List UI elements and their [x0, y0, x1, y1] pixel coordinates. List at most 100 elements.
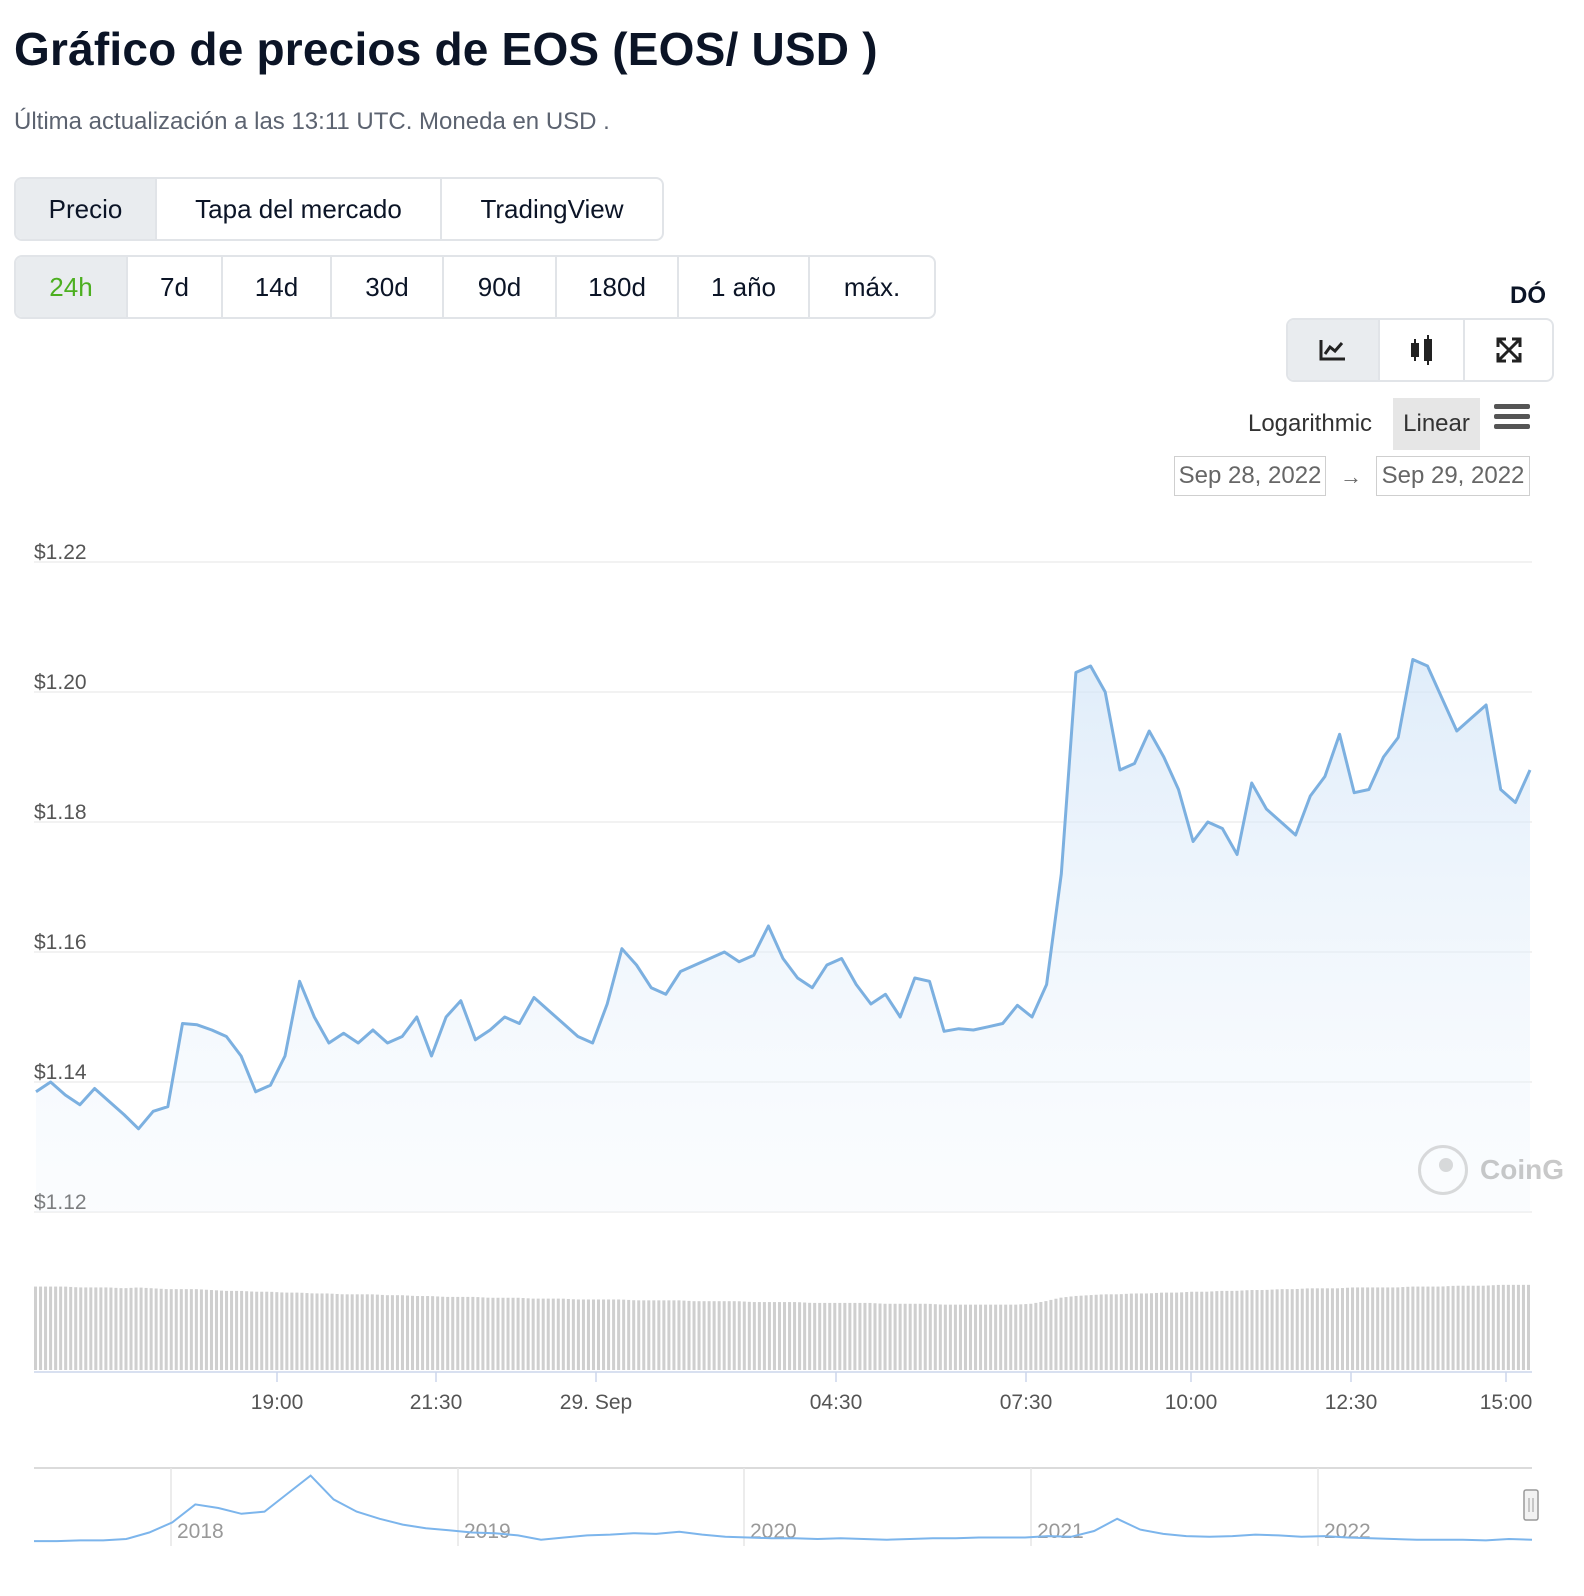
- currency-label: DÓ: [1510, 282, 1546, 309]
- volume-bar: [1391, 1287, 1395, 1370]
- volume-bar: [1119, 1294, 1123, 1370]
- y-tick-label: $1.22: [34, 541, 87, 564]
- volume-bar: [451, 1296, 455, 1370]
- volume-bar: [1436, 1286, 1440, 1370]
- volume-bar: [526, 1298, 530, 1370]
- range-180d[interactable]: 180d: [557, 257, 679, 317]
- x-tick-label: 12:30: [1325, 1391, 1378, 1414]
- line-chart-icon: [1319, 340, 1345, 361]
- volume-bar: [742, 1301, 746, 1370]
- volume-bar: [712, 1301, 716, 1370]
- volume-bar: [1104, 1294, 1108, 1370]
- volume-bar: [360, 1294, 364, 1370]
- tab-tradingview[interactable]: TradingView: [480, 193, 624, 224]
- volume-bar: [1330, 1288, 1334, 1370]
- volume-bar: [209, 1290, 213, 1370]
- volume-bar: [159, 1288, 163, 1370]
- volume-bar: [903, 1303, 907, 1370]
- volume-bar: [828, 1302, 832, 1370]
- navigator-handle[interactable]: [1523, 1489, 1539, 1521]
- navigator[interactable]: 2018 2019 2020 2021 2022: [34, 1467, 1539, 1546]
- volume-bar: [1054, 1298, 1058, 1370]
- candlestick-button[interactable]: [1380, 320, 1465, 380]
- volume-bar: [1134, 1293, 1138, 1370]
- volume-bar: [1280, 1289, 1284, 1370]
- volume-bar: [1300, 1288, 1304, 1370]
- volume-bar: [581, 1299, 585, 1370]
- volume-bar: [124, 1288, 128, 1370]
- volume-bar: [1346, 1287, 1350, 1370]
- volume-bar: [461, 1296, 465, 1370]
- date-to-input[interactable]: Sep 29, 2022: [1376, 456, 1530, 496]
- range-24h[interactable]: 24h: [16, 257, 128, 317]
- volume-bar: [380, 1294, 384, 1370]
- volume-bar: [1310, 1288, 1314, 1370]
- page-title: Gráfico de precios de EOS (EOS/ USD ): [14, 23, 878, 75]
- volume-bar: [94, 1287, 98, 1370]
- volume-bar: [783, 1302, 787, 1370]
- date-from-input[interactable]: Sep 28, 2022: [1174, 456, 1326, 496]
- volume-bar: [1210, 1291, 1214, 1370]
- scale-linear[interactable]: Linear: [1393, 398, 1480, 450]
- tab-market-cap[interactable]: Tapa del mercado: [157, 179, 442, 239]
- volume-bar: [1079, 1295, 1083, 1370]
- volume-bar: [928, 1303, 932, 1370]
- volume-bar: [1366, 1287, 1370, 1370]
- y-tick-label: $1.16: [34, 931, 87, 954]
- volume-bar: [657, 1300, 661, 1370]
- range-1-year[interactable]: 1 año: [679, 257, 810, 317]
- volume-bar: [511, 1297, 515, 1370]
- volume-bar: [858, 1302, 862, 1370]
- fullscreen-button[interactable]: [1465, 320, 1552, 380]
- volume-bar: [476, 1297, 480, 1370]
- volume-bar: [531, 1298, 535, 1370]
- scale-logarithmic[interactable]: Logarithmic: [1247, 410, 1373, 437]
- volume-bar: [491, 1297, 495, 1370]
- range-14d[interactable]: 14d: [223, 257, 332, 317]
- volume-bar: [1039, 1302, 1043, 1370]
- price-line: [35, 658, 1532, 1131]
- volume-bar: [707, 1301, 711, 1370]
- volume-bar: [1320, 1288, 1324, 1370]
- volume-bar: [84, 1287, 88, 1370]
- volume-bar: [44, 1286, 48, 1370]
- volume-bar: [446, 1296, 450, 1370]
- navigator-year-label: 2020: [750, 1520, 797, 1543]
- volume-bar: [823, 1302, 827, 1370]
- volume-bar: [370, 1294, 374, 1370]
- x-tick-label: 07:30: [1000, 1391, 1053, 1414]
- line-chart-button[interactable]: [1288, 320, 1380, 380]
- volume-bar: [1486, 1285, 1490, 1370]
- volume-bar: [1446, 1286, 1450, 1370]
- volume-bar: [250, 1291, 254, 1370]
- volume-bar: [943, 1304, 947, 1370]
- volume-bar: [199, 1289, 203, 1370]
- volume-bar: [184, 1289, 188, 1370]
- range-90d[interactable]: 90d: [444, 257, 557, 317]
- volume-bar: [149, 1288, 153, 1370]
- volume-bar: [637, 1300, 641, 1370]
- volume-bar: [355, 1294, 359, 1370]
- volume-bar: [1255, 1290, 1259, 1370]
- range-30d[interactable]: 30d: [332, 257, 444, 317]
- volume-bar: [486, 1297, 490, 1370]
- price-area: [36, 659, 1530, 1212]
- volume-bar: [863, 1302, 867, 1370]
- range-7d[interactable]: 7d: [128, 257, 223, 317]
- volume-bar: [1461, 1285, 1465, 1370]
- tab-price[interactable]: Precio: [16, 179, 157, 239]
- menu-icon[interactable]: [1494, 404, 1530, 436]
- navigator-year-label: 2022: [1324, 1520, 1371, 1543]
- range-max[interactable]: máx.: [843, 271, 901, 302]
- volume-bar: [235, 1290, 239, 1370]
- volume-bar: [536, 1298, 540, 1370]
- volume-bar: [878, 1303, 882, 1370]
- volume-bar: [1220, 1290, 1224, 1370]
- x-tick-label: 04:30: [810, 1391, 863, 1414]
- volume-bar: [260, 1291, 264, 1370]
- volume-bar: [994, 1304, 998, 1370]
- volume-bar: [1180, 1292, 1184, 1370]
- volume-bar: [1175, 1292, 1179, 1370]
- chart-tabs: Precio Tapa del mercado TradingView: [14, 177, 664, 241]
